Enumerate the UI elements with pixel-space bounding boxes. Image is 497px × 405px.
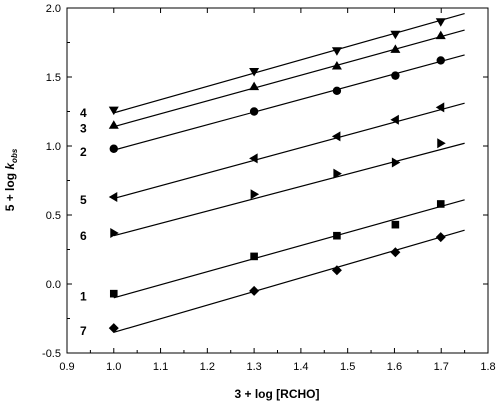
data-point — [108, 192, 118, 203]
fit-line — [113, 142, 465, 237]
y-tick-label: 1.5 — [46, 72, 61, 84]
data-point — [390, 44, 401, 53]
series-label: 2 — [80, 145, 87, 159]
data-point — [110, 227, 119, 238]
data-point — [249, 81, 260, 91]
axis-ticks: 0.9 1.0 1.1 1.2 1.3 1.4 1.5 1.6 1.7 1.8 -0.5 0.0 0.5… — [42, 3, 496, 373]
fit-line — [113, 54, 465, 151]
data-point — [108, 106, 119, 116]
data-point — [436, 56, 445, 65]
fit-lines — [113, 12, 465, 333]
data-point — [391, 220, 400, 229]
y-tick-label: 0.5 — [46, 210, 61, 222]
fit-line — [113, 229, 465, 333]
data-point — [250, 189, 260, 200]
data-point — [437, 138, 446, 149]
data-point — [331, 47, 342, 56]
data-point — [249, 285, 260, 296]
data-point — [390, 30, 401, 40]
fit-line — [113, 29, 465, 128]
y-tick-label: 1.0 — [46, 141, 61, 153]
series-label: 7 — [80, 324, 87, 338]
series-label: 5 — [80, 193, 87, 207]
x-tick-label: 1.1 — [153, 361, 168, 373]
series-label: 1 — [80, 290, 87, 304]
x-tick-label: 1.6 — [387, 361, 402, 373]
data-point — [108, 323, 119, 334]
y-axis-title-k: k — [3, 162, 17, 170]
data-markers — [108, 18, 446, 334]
data-point — [108, 120, 119, 129]
x-tick-label: 1.8 — [480, 361, 495, 373]
data-point — [331, 60, 342, 70]
x-tick-label: 1.2 — [200, 361, 215, 373]
x-tick-label: 1.0 — [106, 361, 121, 373]
x-tick-label: 1.3 — [246, 361, 261, 373]
fit-line — [113, 199, 465, 299]
x-tick-label: 0.9 — [59, 361, 74, 373]
fit-line — [113, 102, 465, 200]
data-point — [436, 200, 445, 208]
data-point — [391, 157, 401, 168]
y-tick-label: -0.5 — [42, 348, 61, 360]
data-point — [390, 114, 399, 125]
fit-line — [113, 12, 465, 114]
data-point — [249, 67, 260, 77]
y-axis-title-main: 5 + log — [3, 170, 17, 212]
data-point — [435, 102, 445, 113]
series-label: 4 — [80, 106, 87, 120]
x-tick-label: 1.4 — [293, 361, 308, 373]
data-point — [249, 153, 258, 164]
y-tick-label: 2.0 — [46, 3, 61, 15]
data-point — [333, 168, 342, 179]
data-point — [391, 71, 400, 80]
y-axis-title-sub: obs — [10, 148, 19, 163]
data-point — [332, 86, 342, 96]
series-label: 3 — [80, 121, 87, 135]
x-tick-label: 1.7 — [434, 361, 449, 373]
x-axis-title: 3 + log [RCHO] — [234, 387, 319, 401]
data-point — [390, 247, 401, 258]
data-point — [435, 232, 446, 243]
data-point — [435, 30, 446, 40]
data-point — [435, 18, 446, 27]
data-point — [333, 231, 341, 240]
data-point — [250, 252, 258, 261]
x-tick-label: 1.5 — [340, 361, 355, 373]
plot-frame — [66, 7, 489, 354]
data-point — [249, 107, 259, 116]
data-point — [331, 265, 342, 276]
series-labels: 43 2 5 6 1 7 — [80, 106, 87, 338]
data-point — [109, 289, 118, 298]
y-tick-label: 0.0 — [46, 279, 61, 291]
data-point — [109, 144, 118, 153]
y-axis-title: 5 + log kobs — [3, 148, 19, 211]
series-label: 6 — [80, 229, 87, 243]
data-point — [331, 131, 341, 142]
